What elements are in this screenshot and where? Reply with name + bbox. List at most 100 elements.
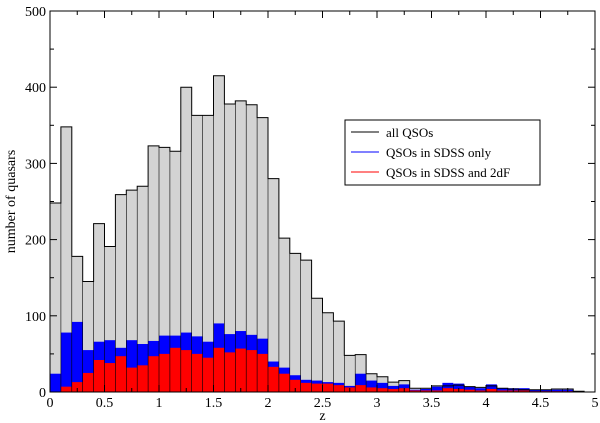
bar	[180, 87, 192, 392]
bar	[235, 100, 247, 392]
bar	[518, 390, 530, 392]
bar	[377, 382, 388, 392]
bar	[486, 388, 497, 392]
y-axis: 0 100 200 300 400 500	[25, 5, 595, 401]
bar	[486, 384, 497, 392]
bar	[289, 379, 301, 392]
y-axis-label: number of quasars	[4, 150, 19, 253]
bar	[82, 372, 94, 392]
bar	[126, 340, 138, 392]
bar	[213, 75, 225, 393]
bar	[169, 347, 181, 392]
bar	[104, 246, 116, 392]
bar	[224, 352, 236, 392]
bar	[355, 354, 367, 392]
bar	[529, 389, 541, 392]
all-qsos-outline	[49, 75, 595, 393]
series-all-qsos	[50, 75, 585, 393]
bar	[355, 385, 367, 392]
bar	[82, 281, 94, 392]
bar	[366, 387, 377, 392]
x-axis: 0 0.5 1 1.5 2 2.5 3 3.5 4 4.5 5	[47, 11, 599, 411]
bar	[169, 151, 181, 392]
bar	[344, 355, 356, 392]
bar	[311, 383, 323, 392]
y-tick-label: 200	[25, 234, 46, 249]
y-tick-label: 400	[25, 81, 46, 96]
bar	[268, 178, 279, 392]
bar	[246, 350, 258, 392]
bar	[278, 238, 290, 392]
bar	[126, 190, 138, 392]
y-tick-label: 100	[25, 310, 46, 325]
bar	[333, 385, 345, 392]
bar	[464, 389, 476, 392]
legend-entry: QSOs in SDSS only	[386, 145, 492, 160]
bar	[115, 356, 127, 392]
all-qsos-step-line	[49, 75, 595, 393]
bar	[442, 388, 454, 392]
bar	[180, 350, 192, 392]
bar	[71, 382, 83, 392]
bar	[442, 382, 454, 392]
bar	[431, 386, 443, 392]
bar	[311, 298, 323, 392]
bar	[82, 350, 94, 392]
bar	[496, 390, 508, 392]
legend-entry: QSOs in SDSS and 2dF	[386, 165, 510, 180]
bar	[300, 260, 312, 392]
bar	[377, 388, 388, 392]
bar	[60, 386, 72, 392]
bar	[93, 223, 105, 392]
y-tick-label: 300	[25, 157, 46, 172]
bar	[420, 390, 432, 392]
y-tick-label: 500	[25, 5, 46, 20]
x-tick-label: 4.5	[532, 396, 550, 411]
bar	[71, 321, 83, 392]
bar	[115, 194, 127, 392]
bar	[409, 390, 421, 392]
bar	[257, 117, 268, 393]
bar	[355, 373, 367, 392]
bar	[60, 126, 72, 392]
x-tick-label: 1.5	[205, 396, 223, 411]
bar	[202, 357, 214, 392]
bar	[387, 388, 399, 392]
bar	[551, 389, 563, 392]
bar	[246, 104, 258, 392]
bar	[475, 388, 486, 392]
x-tick-label: 3.5	[423, 396, 441, 411]
bar	[191, 115, 203, 393]
bar	[431, 390, 443, 392]
bar	[159, 353, 170, 392]
legend: all QSOs QSOs in SDSS only QSOs in SDSS an…	[344, 119, 541, 186]
x-tick-label: 2.5	[314, 396, 332, 411]
series-sdss-and-2df	[60, 347, 574, 392]
x-tick-label: 4	[483, 396, 490, 411]
bar	[366, 380, 377, 392]
x-tick-label: 3	[374, 396, 381, 411]
bar	[300, 382, 312, 392]
bar	[137, 365, 149, 392]
bar	[278, 373, 290, 392]
bar	[257, 353, 268, 392]
bar	[104, 363, 116, 392]
bar	[50, 203, 61, 392]
bar	[496, 388, 508, 392]
bar	[322, 383, 334, 392]
bar	[93, 359, 105, 392]
bar	[235, 348, 247, 392]
bar	[475, 390, 486, 392]
bar	[148, 145, 159, 392]
x-axis-label: z	[319, 409, 325, 423]
bar	[268, 366, 279, 392]
bar	[453, 383, 465, 392]
bar	[137, 186, 149, 392]
x-tick-label: 0.5	[96, 396, 114, 411]
bar	[148, 356, 159, 392]
x-tick-label: 5	[592, 396, 599, 411]
bar	[159, 147, 170, 392]
bar	[50, 373, 61, 392]
x-tick-label: 1	[156, 396, 163, 411]
